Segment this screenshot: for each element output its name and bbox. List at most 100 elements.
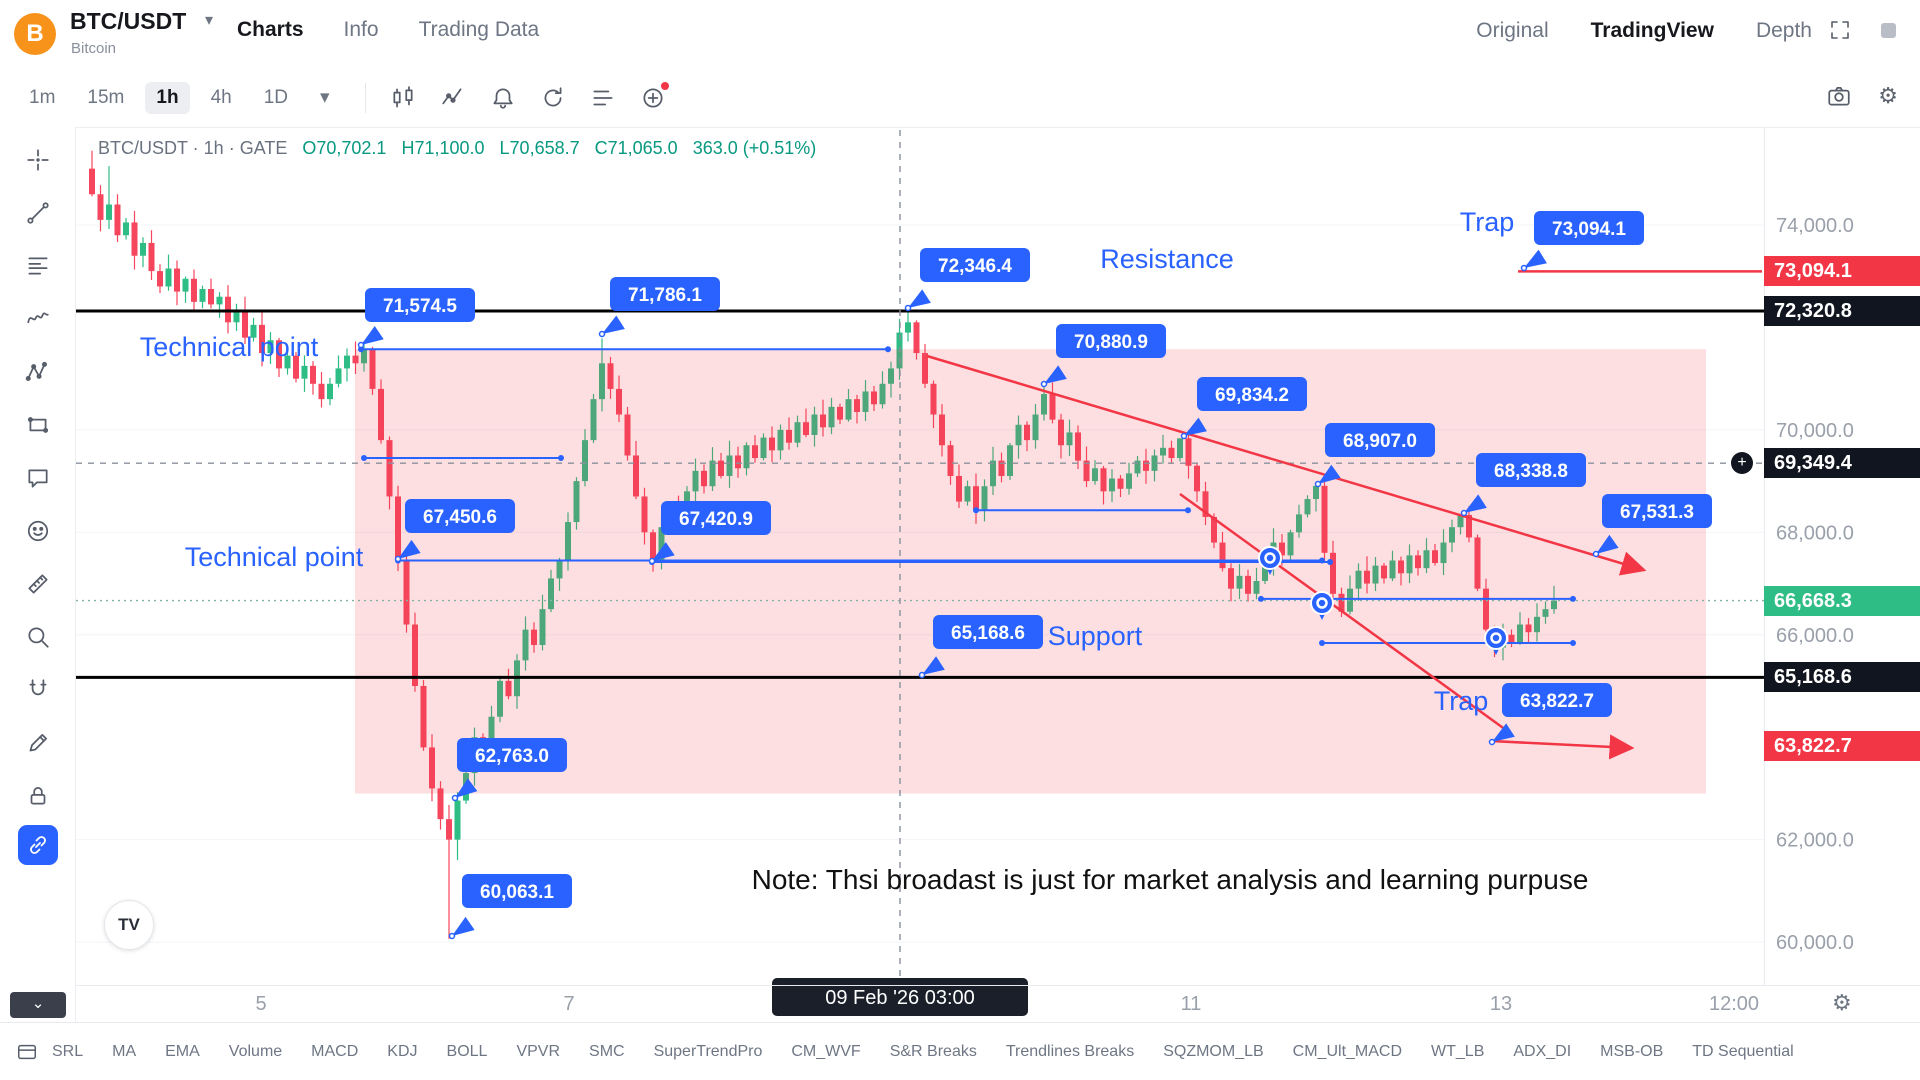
price-tag[interactable]: 63,822.7	[1488, 683, 1613, 746]
annotation-text[interactable]: Technical point	[185, 542, 364, 572]
fib-retracement-tool-icon[interactable]	[19, 247, 57, 285]
interval-1h[interactable]: 1h	[145, 81, 190, 114]
indicator-chip[interactable]: KDJ	[387, 1042, 418, 1060]
symbol-title[interactable]: BTC/USDT	[70, 8, 187, 34]
rectangle-tool-icon[interactable]	[19, 406, 57, 444]
zoom-tool-icon[interactable]	[19, 618, 57, 656]
refresh-icon[interactable]	[540, 85, 566, 111]
candle-body	[522, 629, 529, 661]
analysis-note-text[interactable]: Note: Thsi broadast is just for market a…	[751, 864, 1589, 895]
interval-4h[interactable]: 4h	[210, 86, 232, 108]
indicator-chip[interactable]: S&R Breaks	[889, 1042, 977, 1060]
measure-ruler-tool-icon[interactable]	[19, 565, 57, 603]
interval-caret-icon[interactable]: ▾	[320, 87, 330, 108]
price-tag[interactable]: 62,763.0	[451, 738, 568, 802]
order-list-icon[interactable]	[590, 85, 616, 111]
indicator-chip[interactable]: EMA	[165, 1042, 200, 1060]
add-plus-icon[interactable]	[640, 81, 669, 111]
indicator-chip[interactable]: VPVR	[516, 1042, 561, 1060]
annotation-text[interactable]: Support	[1048, 621, 1143, 651]
indicators-icon[interactable]	[440, 85, 466, 111]
collapse-panel-button[interactable]: ⌄	[10, 992, 66, 1018]
price-tag[interactable]: 68,907.0	[1314, 423, 1436, 488]
price-tag[interactable]: 71,574.5	[357, 288, 476, 349]
lock-drawings-icon[interactable]	[19, 777, 57, 815]
tab-original[interactable]: Original	[1476, 19, 1549, 42]
alert-icon[interactable]	[490, 85, 516, 111]
price-tag[interactable]: 70,880.9	[1040, 324, 1167, 388]
price-tag[interactable]: 71,786.1	[598, 277, 721, 338]
interval-15m[interactable]: 15m	[87, 86, 125, 108]
price-tag[interactable]: 67,450.6	[394, 499, 516, 563]
crosshair-plus-icon[interactable]: +	[1731, 452, 1753, 475]
indicator-chip[interactable]: MA	[112, 1042, 137, 1060]
price-tag[interactable]: 67,420.9	[648, 501, 772, 565]
indicator-chip[interactable]: Trendlines Breaks	[1005, 1042, 1135, 1060]
highlight-zone-box[interactable]	[355, 349, 1706, 794]
annotation-text[interactable]: Trap	[1460, 207, 1515, 237]
indicator-chip[interactable]: Volume	[228, 1042, 283, 1060]
trend-arrow-line[interactable]	[1179, 492, 1507, 732]
candle-body	[769, 437, 775, 451]
tradingview-watermark[interactable]: TV	[104, 900, 154, 950]
timezone-gear-icon[interactable]: ⚙	[1832, 990, 1852, 1015]
price-tag[interactable]: 67,531.3	[1592, 494, 1713, 558]
magnet-tool-icon[interactable]	[19, 671, 57, 709]
indicator-chip[interactable]: SRL	[52, 1042, 84, 1060]
price-tag[interactable]: 60,063.1	[448, 874, 573, 940]
price-tag[interactable]: 73,094.1	[1520, 211, 1645, 272]
indicator-chip[interactable]: CM_WVF	[791, 1042, 861, 1060]
tab-info[interactable]: Info	[343, 18, 379, 41]
indicator-chip[interactable]: MSB-OB	[1600, 1042, 1664, 1060]
indicator-chip[interactable]: TD Sequential	[1692, 1042, 1794, 1060]
sync-link-button[interactable]	[18, 825, 58, 865]
price-tag[interactable]: 69,834.2	[1180, 377, 1308, 440]
chart-style-icon[interactable]	[390, 85, 416, 111]
map-pin-marker[interactable]	[1258, 546, 1282, 575]
legend-symbol[interactable]: BTC/USDT · 1h · GATE	[98, 138, 288, 158]
indicator-chip[interactable]: MACD	[311, 1042, 359, 1060]
interval-1d[interactable]: 1D	[263, 86, 288, 108]
text-comment-tool-icon[interactable]	[19, 459, 57, 497]
symbol-caret-icon[interactable]: ▾	[205, 12, 214, 29]
price-tag[interactable]: 72,346.4	[904, 248, 1031, 312]
emoji-tool-icon[interactable]	[19, 512, 57, 550]
drawing-mode-pencil-icon[interactable]	[19, 724, 57, 762]
wave-pattern-tool-icon[interactable]	[19, 300, 57, 338]
indicator-chip[interactable]: ADX_DI	[1513, 1042, 1572, 1060]
price-tag[interactable]: 65,168.6	[918, 615, 1044, 679]
candle-body	[165, 268, 172, 287]
map-pin-marker[interactable]	[1310, 591, 1334, 620]
tab-charts[interactable]: Charts	[237, 18, 304, 41]
annotation-text[interactable]: Technical point	[140, 332, 319, 362]
indicator-chip[interactable]: BOLL	[446, 1042, 488, 1060]
annotation-text[interactable]: Trap	[1434, 686, 1489, 716]
map-pin-marker[interactable]	[1484, 626, 1508, 655]
indicator-chip[interactable]: SuperTrendPro	[653, 1042, 763, 1060]
trend-arrow-line[interactable]	[1490, 734, 1635, 760]
annotation-text[interactable]: Resistance	[1100, 244, 1234, 274]
xabcd-pattern-tool-icon[interactable]	[19, 353, 57, 391]
chart-settings-gear-icon[interactable]: ⚙	[1878, 83, 1898, 108]
candle-body	[964, 486, 971, 502]
indicator-chip[interactable]: WT_LB	[1431, 1042, 1485, 1060]
tab-trading-data[interactable]: Trading Data	[418, 18, 540, 41]
tab-depth[interactable]: Depth	[1755, 19, 1812, 42]
indicator-chip[interactable]: SMC	[589, 1042, 625, 1060]
tab-tradingview[interactable]: TradingView	[1590, 19, 1714, 42]
camera-snapshot-icon[interactable]	[1826, 83, 1852, 109]
indicator-chip[interactable]: CM_Ult_MACD	[1292, 1042, 1403, 1060]
candle-body	[709, 460, 716, 487]
crosshair-tool-icon[interactable]	[19, 141, 57, 179]
candle-body	[233, 309, 240, 323]
interval-1m[interactable]: 1m	[29, 86, 56, 108]
fullscreen-expand-icon[interactable]	[1828, 18, 1854, 44]
trendline-tool-icon[interactable]	[19, 194, 57, 232]
trend-arrow-line[interactable]	[926, 354, 1647, 576]
indicator-panel-icon[interactable]	[16, 1041, 38, 1063]
price-tag[interactable]: 68,338.8	[1460, 453, 1587, 517]
layout-square-icon[interactable]	[1876, 18, 1902, 44]
candle-body	[420, 685, 427, 748]
indicator-chip[interactable]: SQZMOM_LB	[1163, 1042, 1264, 1060]
